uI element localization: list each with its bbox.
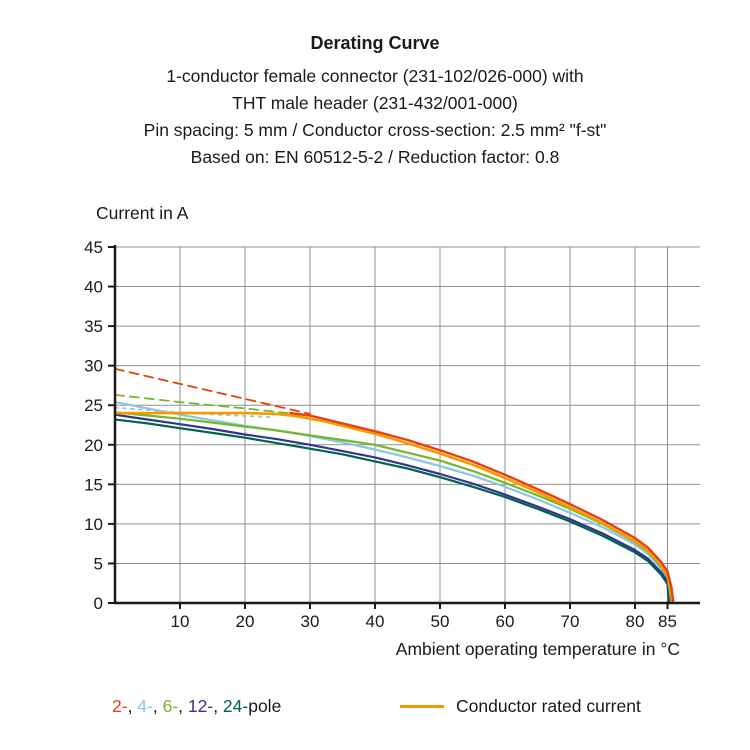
x-tick-label: 85	[658, 612, 677, 631]
chart-title: Derating Curve	[310, 33, 440, 53]
y-tick-label: 35	[84, 317, 103, 336]
series-6-pole-rated-dashed-	[114, 394, 311, 417]
series-4-pole	[113, 401, 672, 605]
x-tick-label: 30	[301, 612, 320, 631]
series-12-pole	[113, 413, 671, 605]
chart-subtitle-line-4: Based on: EN 60512-5-2 / Reduction facto…	[190, 147, 560, 167]
x-tick-label: 50	[431, 612, 450, 631]
rated-current-legend: Conductor rated current	[400, 696, 641, 717]
derating-chart: 0 5 10 15 20 25 30 35 40 45 10 20 30 40 50 60 70 80 85	[84, 238, 700, 631]
y-tick-label: 25	[84, 396, 103, 415]
pole-legend-separator: ,	[152, 696, 163, 716]
x-tick-label: 80	[626, 612, 645, 631]
pole-legend-separator: ,	[178, 696, 188, 716]
pole-legend-item: 2-	[112, 696, 128, 716]
x-tick-label: 20	[236, 612, 255, 631]
y-tick-label: 0	[94, 594, 103, 613]
pole-legend: 2-, 4-, 6-, 12-, 24-pole	[112, 696, 281, 717]
y-tick-label: 30	[84, 357, 103, 376]
series-conductor-rated-current	[113, 411, 674, 605]
rated-current-line-swatch	[400, 705, 444, 708]
chart-subtitle-line-1: 1-conductor female connector (231-102/02…	[166, 66, 584, 86]
rated-current-label: Conductor rated current	[456, 696, 641, 716]
x-tick-label: 10	[171, 612, 190, 631]
series-2-pole-rated-dashed-	[114, 367, 311, 415]
y-tick-label: 5	[94, 554, 103, 573]
pole-legend-suffix: pole	[248, 696, 282, 716]
chart-header: Derating Curve 1-conductor female connec…	[0, 30, 750, 171]
x-tick-label: 60	[496, 612, 515, 631]
pole-legend-item: 6-	[162, 696, 179, 716]
series-12-pole-rated-dashed-	[114, 406, 272, 418]
y-tick-label: 15	[84, 475, 103, 494]
pole-legend-separator: ,	[127, 696, 138, 716]
y-tick-label: 40	[84, 278, 103, 297]
pole-legend-item: 12-	[187, 696, 214, 716]
y-tick-label: 10	[84, 515, 103, 534]
series-24-pole	[113, 418, 670, 605]
y-axis-title: Current in A	[96, 203, 189, 223]
series-2-pole	[289, 411, 675, 605]
y-tick-label: 45	[84, 238, 103, 257]
x-tick-label: 40	[366, 612, 385, 631]
chart-subtitle-line-2: THT male header (231-432/001-000)	[232, 93, 518, 113]
chart-subtitle-line-3: Pin spacing: 5 mm / Conductor cross-sect…	[143, 120, 607, 140]
x-axis-title: Ambient operating temperature in °C	[395, 639, 680, 659]
series-6-pole	[113, 411, 673, 605]
pole-legend-item: 4-	[137, 696, 153, 716]
pole-legend-item: 24-	[222, 696, 249, 716]
y-tick-label: 20	[84, 436, 103, 455]
x-tick-label: 70	[561, 612, 580, 631]
pole-legend-separator: ,	[213, 696, 223, 716]
